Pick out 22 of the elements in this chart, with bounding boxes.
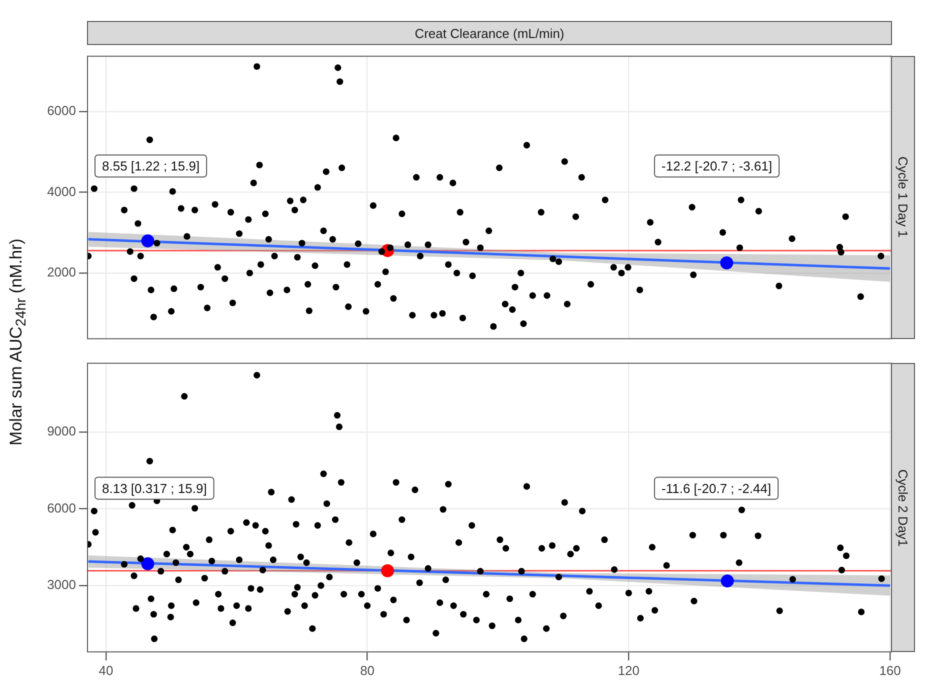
annotation: -11.6 [-20.7 ; -2.44] [662,480,772,496]
y-tick-label: 6000 [47,103,76,118]
x-tick-label: 40 [98,662,114,678]
point [720,574,734,588]
x-tick-label: 80 [360,662,375,678]
point [720,256,734,270]
x-tick-label: 160 [879,662,901,678]
y-tick-label: 3000 [47,577,76,592]
point [141,234,154,248]
text: Cycle 1 Day 1 [896,157,910,238]
annotation: 8.55 [1.22 ; 15.9] [102,158,200,174]
text: Cycle 2 Day1 [896,468,910,546]
point [381,564,394,578]
x-tick-label: 120 [618,662,640,678]
x-axis-title: Creat Clearance (mL/min) [87,21,892,45]
y-tick-label: 2000 [47,264,76,280]
annotation: 8.13 [0.317 ; 15.9] [102,480,207,496]
y-tick-label: 4000 [47,184,76,199]
annotation: -12.2 [-20.7 ; -3.61] [662,158,772,174]
y-tick-label: 9000 [47,424,76,439]
point [141,557,154,570]
y-tick-label: 6000 [47,500,76,516]
